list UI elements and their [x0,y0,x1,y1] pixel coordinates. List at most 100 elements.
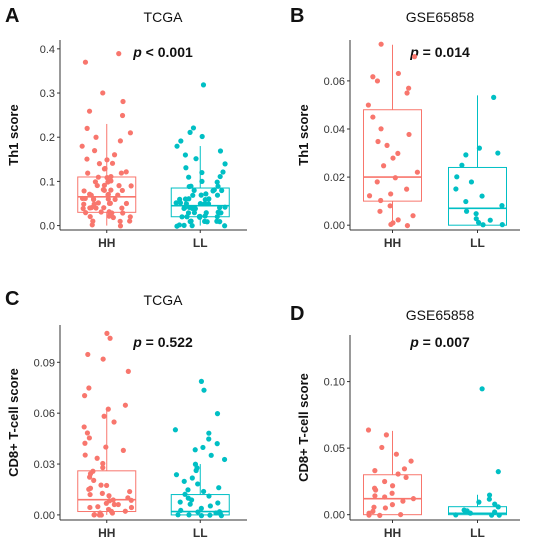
y-tick-label: 0.04 [324,124,345,136]
data-point-hh [383,432,389,438]
data-point-ll [215,500,221,506]
data-point-ll [495,469,501,475]
data-point-hh [388,221,394,228]
data-point-ll [178,507,184,514]
data-point-hh [120,98,126,105]
data-point-ll [467,510,473,516]
data-point-hh [125,368,131,374]
data-point-ll [201,387,207,393]
data-point-hh [127,130,134,136]
data-point-ll [199,178,205,185]
data-point-hh [101,182,108,188]
data-point-ll [192,447,198,453]
p-value: < 0.001 [142,44,193,60]
data-point-hh [389,483,396,489]
data-point-hh [395,471,401,477]
data-point-hh [116,183,122,189]
data-point-hh [100,460,106,467]
data-point-hh [411,54,418,60]
data-point-hh [105,179,111,185]
data-point-hh [122,402,128,408]
data-point-hh [82,210,89,216]
data-point-hh [372,468,378,474]
data-point-hh [94,182,100,189]
data-point-ll [182,152,189,158]
data-point-hh [86,385,92,391]
data-point-hh [88,192,94,198]
data-point-ll [217,148,224,154]
data-point-ll [193,467,199,474]
data-point-hh [382,494,388,500]
data-point-ll [480,222,486,228]
data-point-hh [79,143,85,149]
data-point-hh [111,501,117,508]
data-point-ll [206,430,212,436]
data-point-ll [199,169,205,176]
data-point-ll [195,481,201,487]
data-point-hh [87,213,93,220]
data-point-hh [395,70,401,77]
data-point-hh [379,444,385,451]
data-point-hh [401,466,408,472]
data-point-hh [107,200,113,206]
data-point-ll [198,192,204,198]
data-point-hh [80,205,86,212]
data-point-hh [395,217,401,223]
y-tick-label: 0.09 [34,357,55,369]
panel-title: TCGA [144,9,184,25]
data-point-ll [182,491,188,497]
data-point-hh [103,500,109,506]
data-point-hh [104,330,110,336]
data-point-hh [101,413,107,419]
data-point-ll [214,411,221,417]
y-tick-label: 0.1 [40,176,55,188]
x-tick-label-ll: LL [193,526,208,540]
data-point-hh [117,223,124,229]
data-point-hh [100,90,106,96]
y-tick-label: 0.0 [40,221,55,233]
data-point-ll [463,208,470,214]
data-point-ll [198,505,204,511]
data-point-hh [406,131,412,138]
data-point-ll [215,183,221,189]
data-point-ll [206,436,212,442]
data-point-ll [479,386,485,392]
data-point-hh [90,196,97,202]
y-tick-label: 0.02 [324,172,345,184]
data-point-hh [115,192,121,198]
y-tick-label: 0.3 [40,88,55,100]
data-point-ll [473,211,479,217]
data-point-hh [94,455,100,461]
data-point-ll [486,492,493,498]
data-point-hh [85,351,91,358]
y-tick-label: 0.03 [34,459,55,471]
data-point-ll [172,427,179,433]
data-point-hh [112,196,118,203]
data-point-hh [95,174,101,180]
data-point-hh [128,183,134,189]
data-point-ll [217,173,223,180]
data-point-hh [410,213,416,219]
data-point-hh [98,482,104,488]
data-point-ll [216,485,222,491]
data-point-ll [200,82,207,88]
data-point-hh [366,193,373,199]
panel-b: B GSE65858 p = 0.014 Th1 score 0.00 0.02 0.04 0… [290,5,520,250]
data-point-ll [179,214,185,220]
x-tick-label-hh: HH [98,236,115,250]
data-point-hh [85,170,91,176]
data-point-ll [178,138,184,144]
data-point-hh [111,152,118,158]
data-point-hh [122,508,128,514]
box-hh [363,474,422,516]
data-point-hh [372,493,378,499]
data-point-hh [108,173,114,180]
p-value-label: p = 0.007 [409,334,470,350]
data-point-ll [214,214,220,220]
data-point-hh [102,165,108,172]
data-point-hh [84,125,90,131]
data-point-ll [190,125,197,131]
data-point-hh [79,195,86,202]
p-value: = 0.522 [142,334,193,350]
panel-d: D GSE65858 p = 0.007 CD8+ T-cell score 0.00 0… [290,303,520,540]
